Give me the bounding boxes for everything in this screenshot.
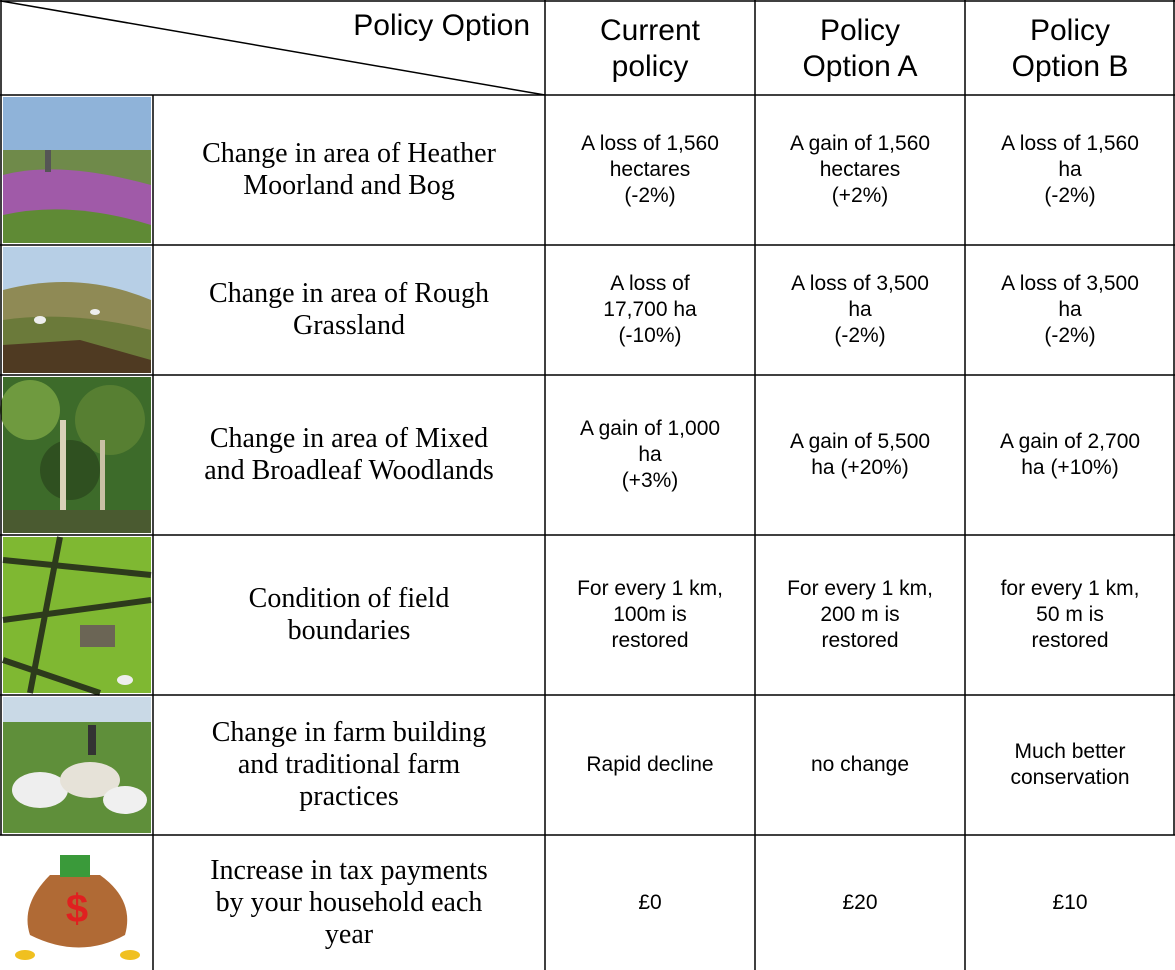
cell-line: hectares — [820, 157, 901, 183]
option-value: £0 — [545, 835, 755, 970]
cell-line: A gain of 1,560 — [790, 131, 930, 157]
option-value: £20 — [755, 835, 965, 970]
cell-line: ha — [1058, 157, 1081, 183]
woodland-picture — [0, 377, 151, 533]
heather-picture — [3, 97, 151, 243]
cell-line: restored — [611, 628, 688, 654]
svg-text:$: $ — [66, 887, 88, 931]
cell-line: Option A — [802, 49, 917, 85]
cell-line: year — [325, 919, 373, 951]
cell-line: ha (+10%) — [1021, 455, 1118, 481]
cell-line: £10 — [1052, 890, 1087, 916]
cell-line: Current — [600, 13, 700, 49]
cell-line: restored — [821, 628, 898, 654]
cell-line: A loss of 3,500 — [791, 271, 929, 297]
cell-line: conservation — [1010, 765, 1129, 791]
sheep-picture — [3, 697, 151, 833]
cell-line: (-2%) — [1044, 183, 1095, 209]
cell-line: A loss of — [610, 271, 689, 297]
cell-line: A loss of 1,560 — [1001, 131, 1139, 157]
cell-line: Change in area of Heather — [202, 138, 496, 170]
cell-line: For every 1 km, — [787, 576, 933, 602]
cell-line: ha — [1058, 297, 1081, 323]
cell-line: Policy — [820, 13, 900, 49]
cell-line: (-10%) — [618, 323, 681, 349]
cell-line: A gain of 2,700 — [1000, 429, 1140, 455]
cell-line: Condition of field — [249, 583, 450, 615]
cell-line: Moorland and Bog — [243, 170, 455, 202]
cell-line: A gain of 1,000 — [580, 416, 720, 442]
cell-line: (+2%) — [832, 183, 889, 209]
cell-line: Grassland — [293, 310, 405, 342]
cell-line: 200 m is — [820, 602, 899, 628]
cell-line: boundaries — [288, 615, 411, 647]
cell-line: ha — [848, 297, 871, 323]
cell-line: for every 1 km, — [1001, 576, 1140, 602]
money-bag-picture: $ — [15, 855, 140, 960]
cell-line: (-2%) — [1044, 323, 1095, 349]
cell-line: For every 1 km, — [577, 576, 723, 602]
cell-line: Increase in tax payments — [210, 855, 488, 887]
cell-line: Change in area of Mixed — [210, 423, 488, 455]
cell-line: Option B — [1012, 49, 1129, 85]
cell-line: ha — [638, 442, 661, 468]
cell-line: restored — [1031, 628, 1108, 654]
cell-line: hectares — [610, 157, 691, 183]
cell-line: Rapid decline — [586, 752, 713, 778]
cell-line: and traditional farm — [238, 749, 460, 781]
cell-line: £20 — [842, 890, 877, 916]
cell-line: 50 m is — [1036, 602, 1104, 628]
cell-line: practices — [299, 781, 399, 813]
cell-line: Much better — [1015, 739, 1126, 765]
cell-line: £0 — [638, 890, 661, 916]
cell-line: A loss of 1,560 — [581, 131, 719, 157]
cell-line: by your household each — [216, 887, 483, 919]
cell-line: no change — [811, 752, 909, 778]
cell-line: 100m is — [613, 602, 687, 628]
cell-line: A loss of 3,500 — [1001, 271, 1139, 297]
field-picture — [3, 537, 151, 693]
option-value: Rapid decline — [545, 695, 755, 835]
cell-line: policy — [612, 49, 689, 85]
cell-line: A gain of 5,500 — [790, 429, 930, 455]
cell-line: 17,700 ha — [603, 297, 696, 323]
cell-line: Policy — [1030, 13, 1110, 49]
page: $ Policy OptionCurrentpolicyPolicyOption… — [0, 0, 1175, 970]
cell-line: (-2%) — [834, 323, 885, 349]
cell-line: and Broadleaf Woodlands — [204, 455, 494, 487]
cell-line: (+3%) — [622, 468, 679, 494]
cell-line: Change in area of Rough — [209, 278, 489, 310]
option-value: no change — [755, 695, 965, 835]
cell-line: ha (+20%) — [811, 455, 908, 481]
cell-line: (-2%) — [624, 183, 675, 209]
grassland-picture — [3, 247, 151, 373]
option-value: £10 — [965, 835, 1175, 970]
cell-line: Change in farm building — [212, 717, 487, 749]
corner-label: Policy Option — [300, 6, 530, 46]
